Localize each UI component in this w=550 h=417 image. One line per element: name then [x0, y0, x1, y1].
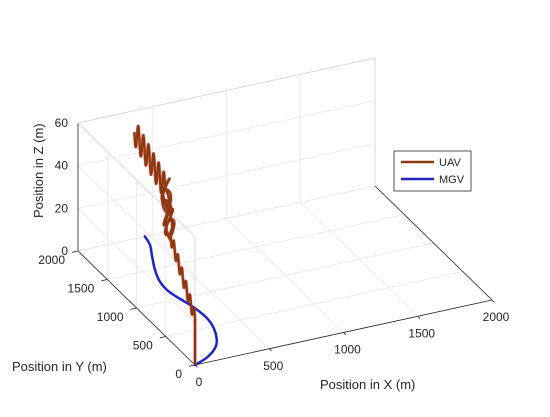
series-line-mgv — [143, 235, 219, 367]
y-tick-label: 2000 — [38, 253, 65, 267]
back-grid-z — [77, 142, 376, 209]
legend: UAV MGV — [393, 150, 472, 192]
axes-panes — [78, 58, 492, 365]
z-tick-label: 40 — [55, 159, 69, 173]
z-tick-label: 60 — [55, 116, 69, 130]
x-tick-label: 500 — [263, 359, 283, 373]
y-tick-mark — [71, 250, 79, 253]
z-axis-label: Position in Z (m) — [31, 123, 46, 218]
back-grid-z — [77, 185, 376, 252]
x-tick-mark — [417, 315, 421, 319]
plot-series — [132, 124, 219, 367]
legend-box — [393, 150, 472, 192]
axis-edge — [374, 185, 493, 301]
x-tick-label: 2000 — [483, 310, 510, 324]
floor-grid-y — [107, 214, 405, 280]
y-tick-mark — [159, 336, 166, 339]
y-tick-label: 0 — [175, 367, 182, 381]
x-tick-label: 0 — [196, 375, 203, 389]
box-edge — [77, 57, 376, 124]
box-edge — [77, 122, 196, 238]
x-tick-label: 1000 — [334, 343, 361, 357]
floor-grid-y — [165, 271, 463, 337]
x-tick-mark — [268, 348, 272, 352]
y-tick-label: 500 — [133, 339, 153, 353]
y-tick-mark — [101, 279, 108, 282]
y-axis-label: Position in Y (m) — [12, 359, 107, 374]
z-tick-label: 0 — [61, 244, 68, 258]
x-tick-mark — [343, 332, 347, 336]
x-tick-label: 1500 — [408, 326, 435, 340]
y-tick-label: 1500 — [68, 282, 95, 296]
y-tick-label: 1000 — [97, 310, 124, 324]
legend-label-mgv: MGV — [439, 174, 465, 186]
side-grid-z — [77, 208, 196, 323]
series-line-uav — [133, 124, 197, 365]
x-tick-mark — [491, 299, 495, 303]
back-grid-z — [77, 100, 376, 167]
x-axis-label: Position in X (m) — [320, 377, 415, 392]
y-tick-mark — [130, 307, 137, 310]
legend-label-uav: UAV — [439, 157, 461, 169]
z-tick-label: 20 — [55, 201, 69, 215]
